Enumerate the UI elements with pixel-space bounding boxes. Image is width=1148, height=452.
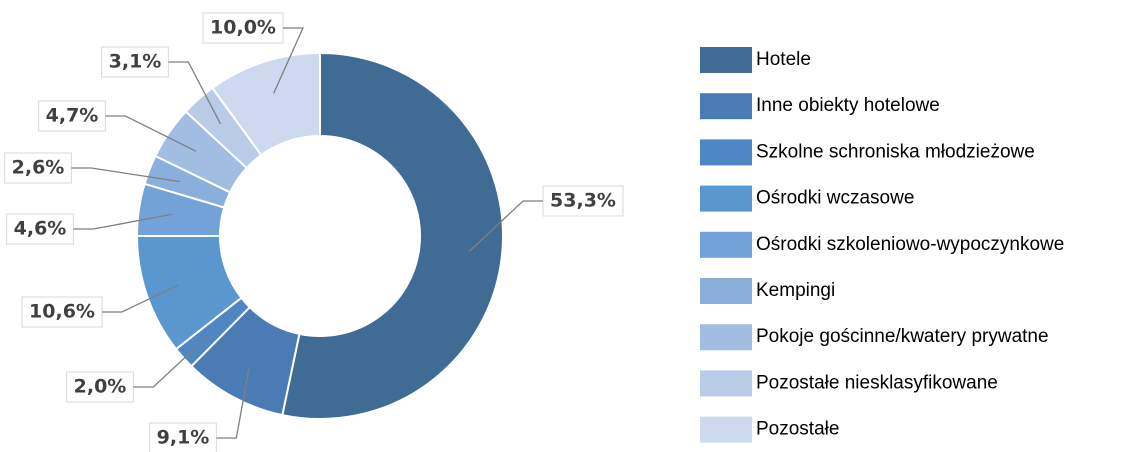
donut-segment [211, 51, 321, 157]
legend-swatch [700, 324, 752, 351]
legend-label: Pozostałe niesklasyfikowane [756, 372, 998, 393]
value-label: 2,0% [74, 376, 127, 398]
legend-swatch [700, 93, 752, 120]
value-label: 2,6% [12, 157, 65, 179]
value-label: 4,6% [14, 218, 67, 240]
legend-label: Ośrodki szkoleniowo-wypoczynkowe [756, 234, 1064, 255]
legend-label: Pozostałe [756, 419, 839, 440]
label-box [4, 152, 72, 184]
label-box [6, 213, 74, 245]
value-label: 4,7% [46, 105, 99, 127]
leader-line [168, 61, 222, 125]
label-box [66, 371, 134, 403]
leader-line [105, 115, 197, 152]
legend-label: Kempingi [756, 280, 835, 301]
legend-label: Inne obiekty hotelowe [756, 95, 940, 116]
legend-swatch [700, 278, 752, 304]
legend-label: Pokoje gościnne/kwatery prywatne [756, 326, 1049, 347]
legend-label: Ośrodki wczasowe [756, 188, 914, 209]
legend-swatch [700, 185, 752, 212]
leader-line [468, 200, 544, 252]
label-box [542, 185, 624, 217]
legend-swatch [700, 47, 752, 73]
label-box [101, 46, 169, 78]
legend-swatch [700, 370, 752, 397]
leader-line [71, 167, 181, 183]
legend-label: Szkolne schroniska młodzieżowe [756, 141, 1035, 162]
leader-line [73, 213, 172, 230]
legend-swatch [700, 416, 752, 443]
label-box [38, 100, 106, 132]
value-label: 10,6% [29, 301, 95, 323]
leader-line [101, 284, 179, 313]
legend-swatch [700, 231, 752, 258]
donut-segment [281, 51, 504, 420]
value-label: 9,1% [157, 427, 210, 449]
value-label: 3,1% [109, 51, 162, 73]
leader-line [273, 27, 304, 94]
label-box [21, 296, 103, 328]
value-label: 53,3% [550, 190, 616, 212]
value-label: 10,0% [210, 17, 276, 39]
leader-line [133, 335, 209, 388]
legend-swatch [700, 139, 752, 166]
legend-label: Hotele [756, 49, 811, 70]
leader-line [216, 368, 250, 439]
